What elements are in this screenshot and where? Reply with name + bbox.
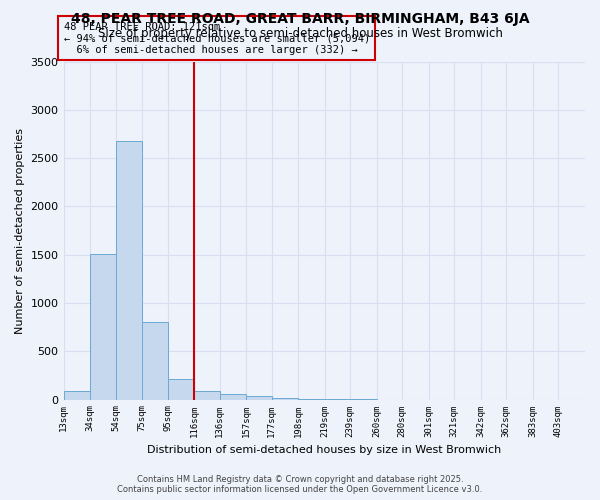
Bar <box>142 322 167 400</box>
Text: Size of property relative to semi-detached houses in West Bromwich: Size of property relative to semi-detach… <box>98 28 502 40</box>
Bar <box>90 254 116 400</box>
Y-axis label: Number of semi-detached properties: Number of semi-detached properties <box>15 128 25 334</box>
Bar <box>272 398 298 400</box>
X-axis label: Distribution of semi-detached houses by size in West Bromwich: Distribution of semi-detached houses by … <box>147 445 502 455</box>
Bar <box>64 391 90 400</box>
Bar <box>116 140 142 400</box>
Bar <box>246 396 272 400</box>
Bar <box>167 379 194 400</box>
Text: 48 PEAR TREE ROAD: 121sqm
← 94% of semi-detached houses are smaller (5,094)
  6%: 48 PEAR TREE ROAD: 121sqm ← 94% of semi-… <box>64 22 370 54</box>
Bar <box>194 391 220 400</box>
Text: 48, PEAR TREE ROAD, GREAT BARR, BIRMINGHAM, B43 6JA: 48, PEAR TREE ROAD, GREAT BARR, BIRMINGH… <box>71 12 529 26</box>
Bar <box>220 394 246 400</box>
Text: Contains HM Land Registry data © Crown copyright and database right 2025.
Contai: Contains HM Land Registry data © Crown c… <box>118 474 482 494</box>
